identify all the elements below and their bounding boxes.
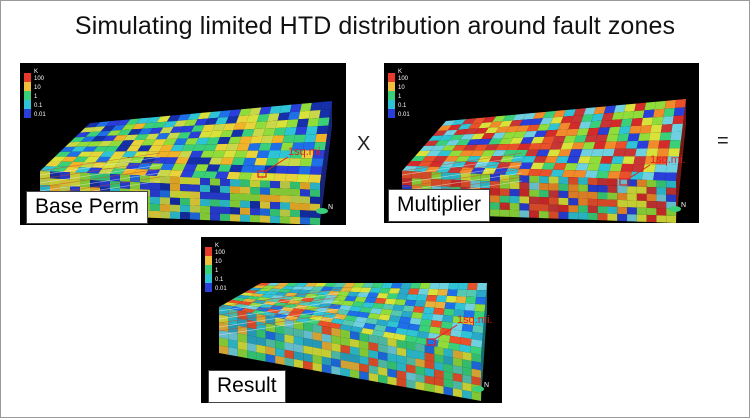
legend-tick: 0.01 (398, 112, 410, 118)
legend-tick: 1 (398, 94, 402, 100)
legend-tick: 100 (34, 76, 45, 82)
multiplier-caption: Multiplier (388, 189, 491, 222)
times-operator: X (357, 133, 371, 155)
area-annotation-label: 1sq.mi. (650, 154, 685, 166)
base-perm-caption: Base Perm (26, 191, 148, 224)
legend-tick: 0.1 (215, 277, 224, 283)
legend-tick: 0.01 (34, 112, 46, 118)
legend-tick: 0.1 (34, 103, 43, 109)
base-perm-panel: K 100 10 1 0.1 0.01 1sq.mi. N Base Perm (20, 63, 346, 225)
legend-tick: 10 (215, 259, 222, 265)
legend-tick: 0.1 (398, 103, 407, 109)
area-marker-leader (434, 324, 458, 340)
legend-tick: 10 (398, 85, 405, 91)
legend-unit: K (398, 69, 402, 75)
equals-operator: = (717, 130, 729, 152)
legend-unit: K (215, 243, 219, 249)
legend-tick: 100 (215, 250, 226, 256)
legend-tick: 100 (398, 76, 409, 82)
result-caption: Result (208, 370, 286, 403)
multiplier-panel: K 100 10 1 0.1 0.01 1sq.mi. N Multiplier (384, 63, 699, 223)
area-marker-leader (265, 156, 289, 172)
legend-tick: 10 (34, 85, 41, 91)
area-marker-leader (627, 164, 651, 180)
area-marker-box (257, 170, 267, 178)
north-label: N (681, 202, 686, 209)
legend-tick: 1 (34, 94, 38, 100)
north-label: N (484, 382, 489, 389)
compass-icon (472, 386, 484, 392)
model-block (218, 283, 487, 401)
area-marker-box (619, 178, 629, 186)
compass-icon (669, 206, 681, 212)
slide-title: Simulating limited HTD distribution arou… (74, 12, 676, 40)
north-label: N (328, 204, 333, 211)
compass-icon (316, 208, 328, 214)
area-marker-box (426, 338, 436, 346)
legend-tick: 0.01 (215, 286, 227, 292)
result-panel: K 100 10 1 0.1 0.01 1sq.mi. N Result (201, 237, 502, 403)
legend-tick: 1 (215, 268, 219, 274)
legend-unit: K (34, 69, 38, 75)
area-annotation-label: 1sq.mi. (457, 314, 492, 326)
area-annotation-label: 1sq.mi. (288, 146, 323, 158)
